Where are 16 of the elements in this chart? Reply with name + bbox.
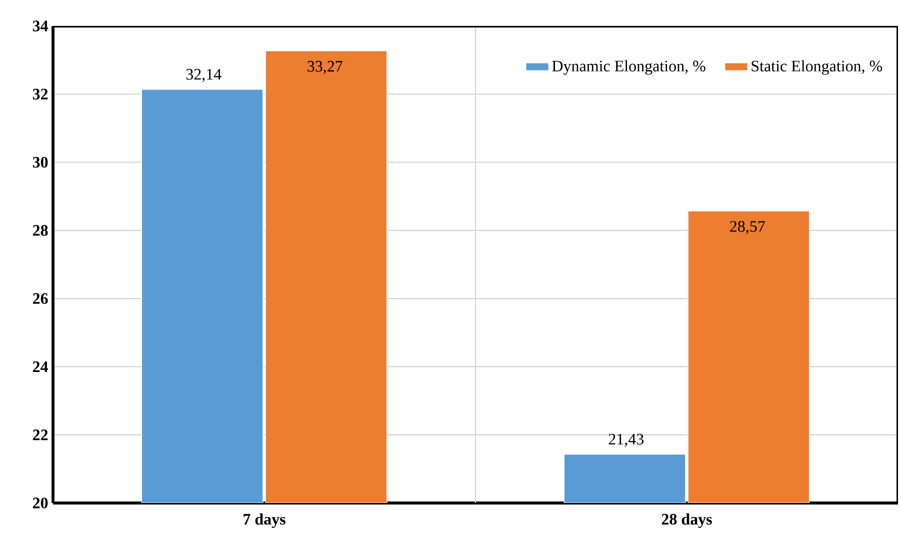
data-label: 33,27 — [308, 60, 342, 74]
data-label: 28,57 — [730, 221, 765, 234]
data-label: 32,14 — [186, 68, 222, 82]
legend-label: Static Elongation, % — [752, 60, 882, 75]
y-tick-label: 24 — [32, 361, 48, 372]
y-tick-label: 30 — [32, 156, 48, 168]
y-tick-label: 26 — [32, 293, 48, 304]
y-tick-label: 22 — [32, 430, 48, 440]
y-tick-label: 34 — [32, 20, 48, 32]
y-tick-label: 20 — [32, 498, 48, 508]
y-tick-label: 32 — [32, 88, 48, 100]
x-tick-label: 28 days — [662, 513, 712, 528]
legend-label: Dynamic Elongation, % — [552, 60, 706, 75]
x-tick-label: 7 days — [244, 513, 286, 528]
data-label: 21,43 — [608, 434, 644, 447]
y-tick-label: 28 — [32, 225, 48, 236]
